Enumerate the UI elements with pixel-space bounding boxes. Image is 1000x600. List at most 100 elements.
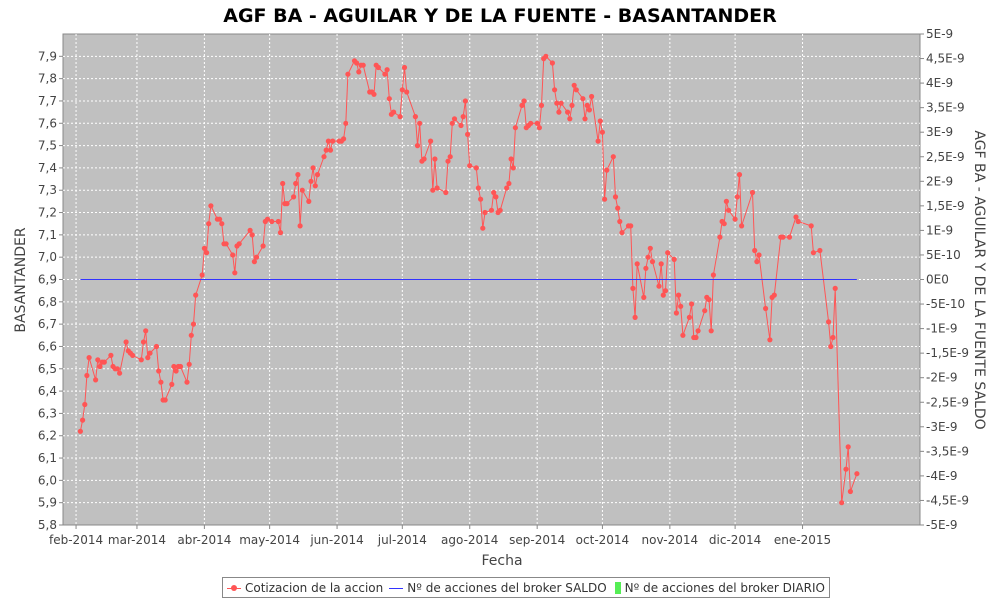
data-point xyxy=(97,363,103,370)
data-point xyxy=(80,417,86,423)
data-point xyxy=(254,254,260,260)
data-point xyxy=(610,154,616,160)
data-point xyxy=(449,120,455,126)
data-point xyxy=(230,252,236,258)
y-tick-label: 6,1 xyxy=(38,451,57,465)
data-point xyxy=(117,370,123,376)
data-point xyxy=(217,216,223,222)
data-point xyxy=(312,183,318,189)
data-point xyxy=(702,308,708,314)
data-point xyxy=(554,100,560,106)
data-point xyxy=(386,96,392,102)
data-point xyxy=(208,203,214,209)
data-point xyxy=(619,230,625,236)
x-axis-ticks: feb-2014 mar-2014 abr-2014 may-2014 jun-2014… xyxy=(49,525,831,547)
y2-tick-label: -1,5E-9 xyxy=(926,346,969,360)
data-point xyxy=(269,218,275,225)
data-point xyxy=(599,129,606,135)
y2-axis-label: AGF BA - AGUILAR Y DE LA FUENTE SALDO xyxy=(971,130,987,429)
data-point xyxy=(680,332,686,338)
data-point xyxy=(264,216,271,222)
y2-tick-label: 3,5E-9 xyxy=(926,101,965,115)
x-tick-label: abr-2014 xyxy=(177,533,231,547)
y2-tick-label: -5E-10 xyxy=(926,297,965,311)
legend-label-cotizacion: Cotizacion de la accion xyxy=(245,580,384,595)
data-point xyxy=(204,250,210,256)
data-point xyxy=(306,198,312,204)
data-point xyxy=(447,154,453,160)
y-tick-label: 6,8 xyxy=(38,295,57,309)
data-point xyxy=(771,292,777,298)
data-point xyxy=(345,71,351,77)
data-point xyxy=(123,339,129,345)
data-point xyxy=(397,114,403,120)
data-point xyxy=(412,114,418,120)
y-tick-label: 7,8 xyxy=(38,72,57,86)
data-point xyxy=(854,471,860,477)
data-point xyxy=(536,125,543,131)
y2-tick-label: -3E-9 xyxy=(926,420,958,434)
data-point xyxy=(632,314,638,320)
data-point xyxy=(260,243,266,249)
data-point xyxy=(832,285,838,291)
data-point xyxy=(795,218,801,225)
y2-tick-label: 1E-9 xyxy=(926,223,953,237)
data-point xyxy=(417,120,423,126)
data-point xyxy=(462,98,468,104)
data-point xyxy=(341,136,347,142)
y-tick-label: 7,5 xyxy=(38,139,57,153)
data-point xyxy=(223,241,229,247)
data-point xyxy=(445,158,451,164)
data-point xyxy=(786,234,793,240)
data-point xyxy=(569,102,575,108)
y-tick-label: 5,8 xyxy=(38,518,57,532)
data-point xyxy=(597,118,603,124)
x-axis-label: Fecha xyxy=(481,553,522,569)
data-point xyxy=(291,194,297,200)
series-layer xyxy=(77,53,860,506)
data-point xyxy=(752,247,758,254)
data-point xyxy=(354,60,360,66)
y-tick-label: 7,3 xyxy=(38,183,57,197)
y2-tick-label: -1E-9 xyxy=(926,322,958,336)
data-point xyxy=(565,109,571,115)
data-point xyxy=(828,343,834,350)
data-point xyxy=(843,466,849,472)
data-point xyxy=(671,256,677,262)
data-point xyxy=(643,265,649,271)
data-point xyxy=(82,401,88,408)
data-point xyxy=(201,245,207,251)
x-tick-label: ene-2015 xyxy=(774,533,831,547)
data-point xyxy=(662,288,669,294)
data-point xyxy=(826,319,832,325)
data-point xyxy=(571,82,577,88)
data-point xyxy=(206,221,212,227)
y2-tick-label: -5E-9 xyxy=(926,518,958,532)
y-tick-label: 7,6 xyxy=(38,116,57,130)
data-point xyxy=(732,216,738,222)
data-point xyxy=(458,122,464,129)
data-point xyxy=(428,138,434,144)
data-point xyxy=(145,355,151,361)
data-point xyxy=(284,201,290,207)
data-point xyxy=(641,294,647,300)
data-point xyxy=(401,64,408,71)
data-point xyxy=(558,100,564,106)
data-point xyxy=(595,138,601,144)
data-point xyxy=(695,328,701,334)
data-point xyxy=(480,225,486,231)
y2-tick-label: 5E-9 xyxy=(926,27,953,41)
data-point xyxy=(793,214,799,220)
y-tick-label: 7,7 xyxy=(38,94,57,108)
data-point xyxy=(443,189,449,196)
data-point xyxy=(465,131,471,137)
y2-tick-label: 1,5E-9 xyxy=(926,199,965,213)
y-tick-label: 7,9 xyxy=(38,49,57,63)
data-point xyxy=(421,156,427,162)
y2-axis-ticks: 5E-9 4,5E-9 4E-9 3,5E-9 3E-9 2,5E-9 2E-9 1,5E-9… xyxy=(920,27,969,532)
data-point xyxy=(582,116,588,122)
data-point xyxy=(277,230,284,236)
legend-label-saldo: Nº de acciones del broker SALDO xyxy=(407,580,607,595)
data-point xyxy=(706,297,712,303)
data-point xyxy=(186,361,192,367)
